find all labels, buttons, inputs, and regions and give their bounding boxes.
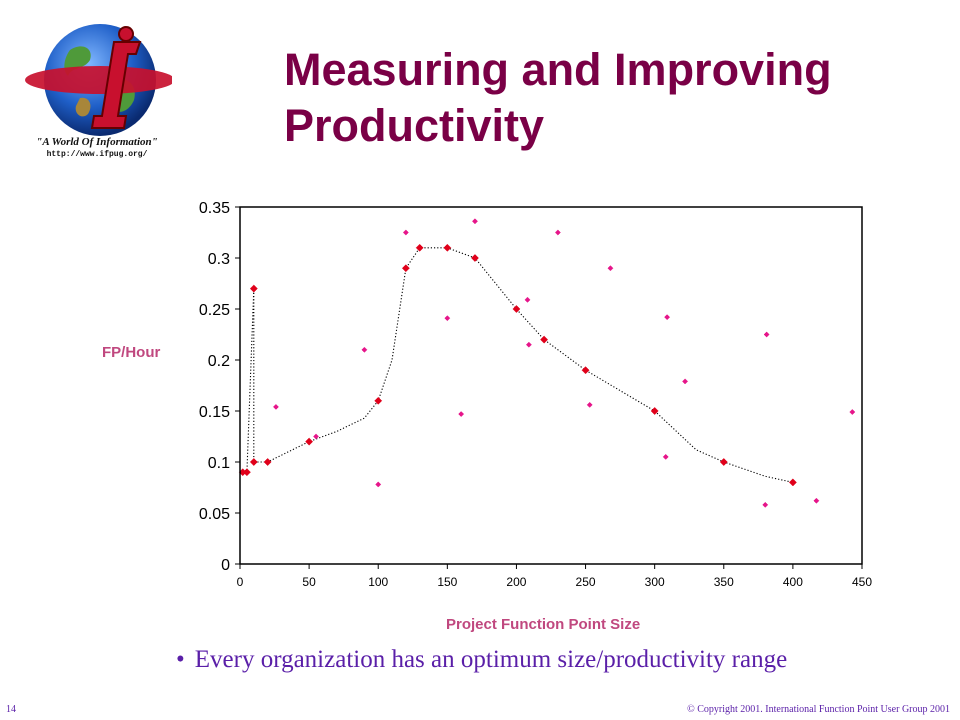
trendline-path [242,247,794,483]
x-tick-label: 200 [506,575,526,589]
logo-url: http://www.ifpug.org/ [46,150,148,159]
scatter-point [361,346,368,353]
scatter-point [524,296,531,303]
data-markers [238,218,856,508]
trend-point [540,335,549,344]
trend-point [249,284,258,293]
y-axis-ticks: 0 0.05 0.1 0.15 0.2 0.25 0.3 0.35 [199,200,240,574]
trend-point [263,458,272,466]
scatter-point [272,403,279,410]
trend-point [719,458,728,466]
bullet-marker: • [176,646,185,673]
x-axis-label: Project Function Point Size [446,616,641,633]
y-tick-label: 0.3 [208,251,230,268]
trend-point [374,396,383,405]
scatter-point [586,401,593,408]
bullet-text: Every organization has an optimum size/p… [194,646,788,673]
y-tick-label: 0.25 [199,302,230,319]
trend-point [401,264,410,273]
scatter-point [763,331,770,338]
scatter-point [472,218,478,225]
scatter-point [313,433,319,440]
trend-point [512,305,521,313]
x-tick-label: 150 [437,575,457,589]
y-tick-label: 0.1 [208,455,230,472]
x-tick-label: 100 [368,575,388,589]
scatter-point [813,497,820,504]
logo-tagline: "A World Of Information" [36,136,158,148]
scatter-point [762,501,769,508]
trend-point [443,243,452,252]
y-tick-label: 0.15 [199,404,230,421]
x-tick-label: 400 [783,575,803,589]
x-tick-label: 350 [714,575,734,589]
page-number: 14 [6,704,16,715]
y-tick-label: 0.35 [199,200,230,217]
plot-area [239,206,863,565]
scatter-point [664,314,671,321]
trend-point [305,437,314,446]
trend-point [415,243,424,252]
scatter-point [458,411,465,418]
x-tick-label: 250 [576,575,596,589]
x-tick-label: 450 [852,575,872,589]
y-tick-label: 0 [221,557,230,574]
x-tick-label: 300 [645,575,665,589]
scatter-point [607,265,614,272]
trend-point [581,366,590,375]
i-letter-icon [25,26,172,129]
page-title: Measuring and Improving Productivity [284,42,924,154]
scatter-point [444,315,451,322]
y-axis-label: FP/Hour [102,344,161,361]
scatter-point [402,229,409,236]
x-tick-label: 0 [237,575,244,589]
trendline [242,247,794,483]
title-line-1: Measuring and Improving [284,44,832,95]
trend-point [249,458,258,466]
y-tick-label: 0.05 [199,506,230,523]
trend-point [650,407,659,415]
scatter-point [525,341,532,348]
bullet-point: • Every organization has an optimum size/… [176,646,936,674]
scatter-point [375,481,382,488]
x-axis-ticks: 0 50 100 150 200 250 300 350 400 450 [237,564,872,589]
title-line-2: Productivity [284,100,545,151]
trend-point [242,468,251,477]
scatter-point [849,409,856,415]
x-tick-label: 50 [302,575,316,589]
scatter-point [662,453,669,460]
scatter-point [682,378,689,385]
trend-point [788,478,797,487]
scatter-point [554,229,561,236]
ifpug-logo [25,24,172,136]
trend-point [471,254,479,262]
copyright-notice: © Copyright 2001. International Function… [687,704,950,715]
y-tick-label: 0.2 [208,353,230,370]
